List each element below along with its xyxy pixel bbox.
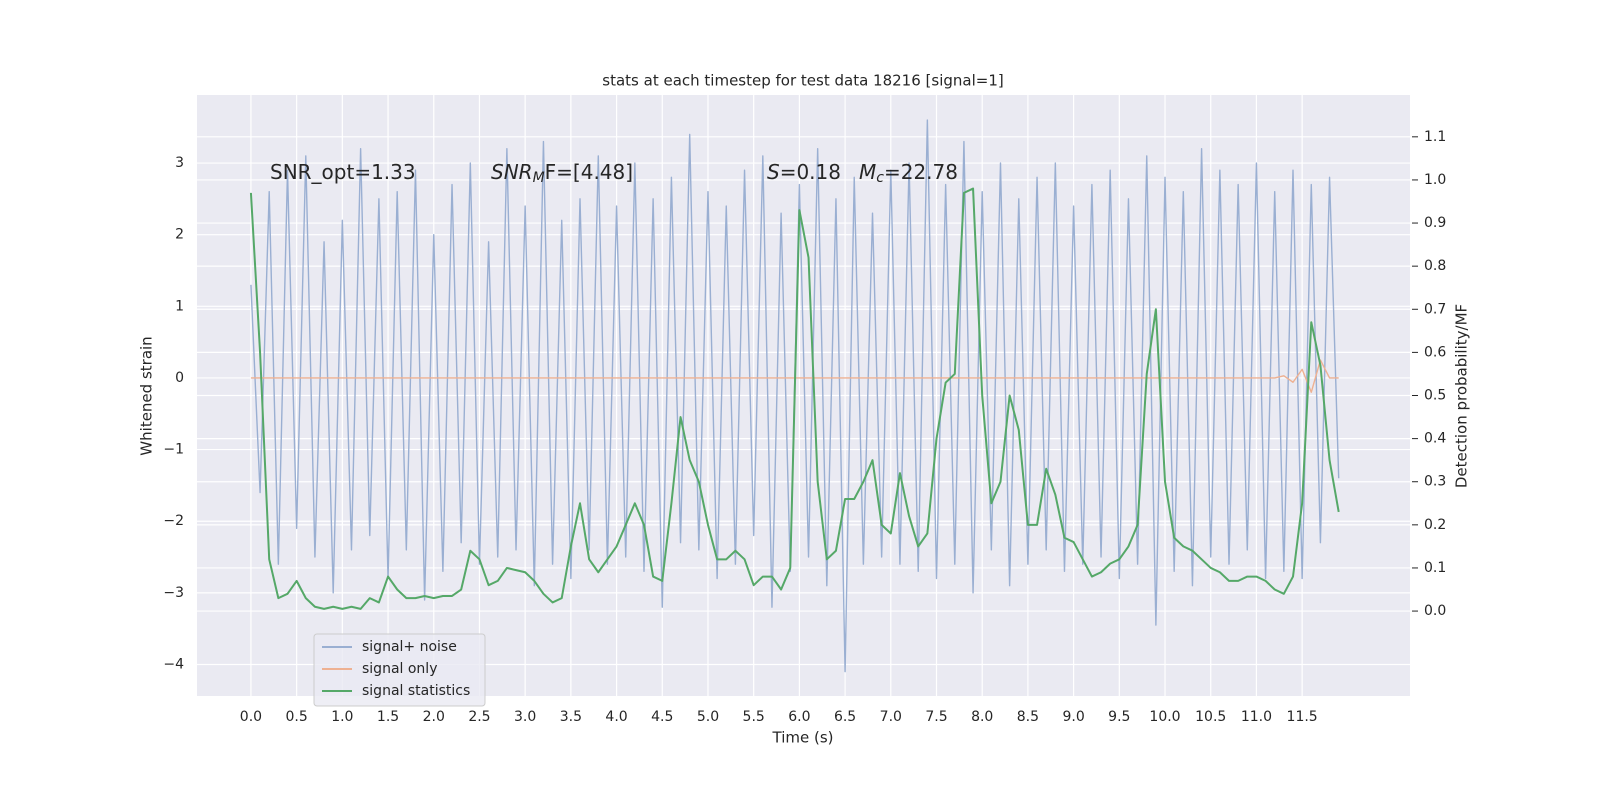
x-tick-label: 5.5 (743, 709, 765, 725)
y-tick-label: −2 (163, 513, 184, 529)
x-axis-label: Time (s) (772, 729, 834, 747)
grid (197, 95, 1410, 696)
y-tick-label: 1 (175, 298, 184, 314)
legend-box (313, 633, 486, 707)
y2-tick-label: 0.0 (1424, 603, 1446, 619)
annotation-subscript: M (533, 170, 545, 186)
x-tick-label: 8.5 (1017, 709, 1039, 725)
y2-tick-label: 0.7 (1424, 301, 1446, 317)
x-tick-label: 9.5 (1108, 709, 1130, 725)
x-tick-label: 2.0 (423, 709, 445, 725)
x-tick-label: 2.5 (468, 709, 490, 725)
y2-tick-label: 0.9 (1424, 215, 1446, 231)
annotation: S=0.18 (767, 160, 841, 184)
x-tick-label: 8.0 (971, 709, 993, 725)
annotation-symbol: SNR (491, 160, 533, 184)
x-tick-label: 6.0 (788, 709, 810, 725)
annotation: Mc=22.78 (859, 160, 958, 187)
y-axis-label: Whitened strain (138, 336, 156, 455)
x-tick-label: 11.5 (1287, 709, 1318, 725)
y2-tick-label: 0.4 (1424, 431, 1446, 447)
x-tick-label: 3.5 (560, 709, 582, 725)
x-tick-label: 1.0 (331, 709, 353, 725)
annotation-subscript: c (876, 170, 884, 186)
y-tick-label: −3 (163, 585, 184, 601)
chart-title: stats at each timestep for test data 182… (602, 72, 1003, 90)
legend-label: signal only (362, 661, 437, 677)
x-tick-label: 5.0 (697, 709, 719, 725)
series-line (249, 187, 1340, 610)
legend: signal+ noise signal only signal statistic… (313, 633, 486, 707)
annotation-symbol: M (859, 160, 876, 184)
legend-label: signal+ noise (362, 639, 457, 655)
y2-tick-label: 0.6 (1424, 344, 1446, 360)
annotation-text: F=[4.48] (545, 160, 633, 184)
legend-label: signal statistics (362, 683, 470, 699)
y2-tick-label: 0.8 (1424, 258, 1446, 274)
x-tick-label: 0.0 (240, 709, 262, 725)
y-tick-label: 2 (175, 227, 184, 243)
y2-tick-label: 1.0 (1424, 172, 1446, 188)
y2-tick-label: 0.5 (1424, 388, 1446, 404)
x-tick-label: 10.5 (1195, 709, 1226, 725)
y-tick-label: −1 (163, 442, 184, 458)
y2-tick-label: 0.3 (1424, 474, 1446, 490)
x-tick-label: 4.0 (605, 709, 627, 725)
x-tick-label: 7.0 (880, 709, 902, 725)
x-tick-label: 11.0 (1241, 709, 1272, 725)
y-tick-label: 3 (175, 155, 184, 171)
annotation-text: SNR_opt=1.33 (270, 160, 416, 184)
y2-axis-label: Detection probability/MF (1453, 304, 1471, 488)
annotation-text: =22.78 (884, 160, 958, 184)
x-tick-label: 10.0 (1149, 709, 1180, 725)
annotation-symbol: S (767, 160, 780, 184)
x-tick-label: 4.5 (651, 709, 673, 725)
y2-tick-label: 0.2 (1424, 517, 1446, 533)
y-tick-label: −4 (163, 656, 184, 672)
y2-tick-label: 1.1 (1424, 129, 1446, 145)
y2-tick-label: 0.1 (1424, 560, 1446, 576)
x-tick-label: 1.5 (377, 709, 399, 725)
y-tick-label: 0 (175, 370, 184, 386)
x-tick-label: 7.5 (925, 709, 947, 725)
annotation: SNRMF=[4.48] (491, 160, 633, 187)
annotation: SNR_opt=1.33 (270, 160, 416, 184)
x-tick-label: 0.5 (286, 709, 308, 725)
x-tick-label: 9.0 (1062, 709, 1084, 725)
x-tick-label: 6.5 (834, 709, 856, 725)
x-tick-label: 3.0 (514, 709, 536, 725)
annotation-text: =0.18 (780, 160, 841, 184)
